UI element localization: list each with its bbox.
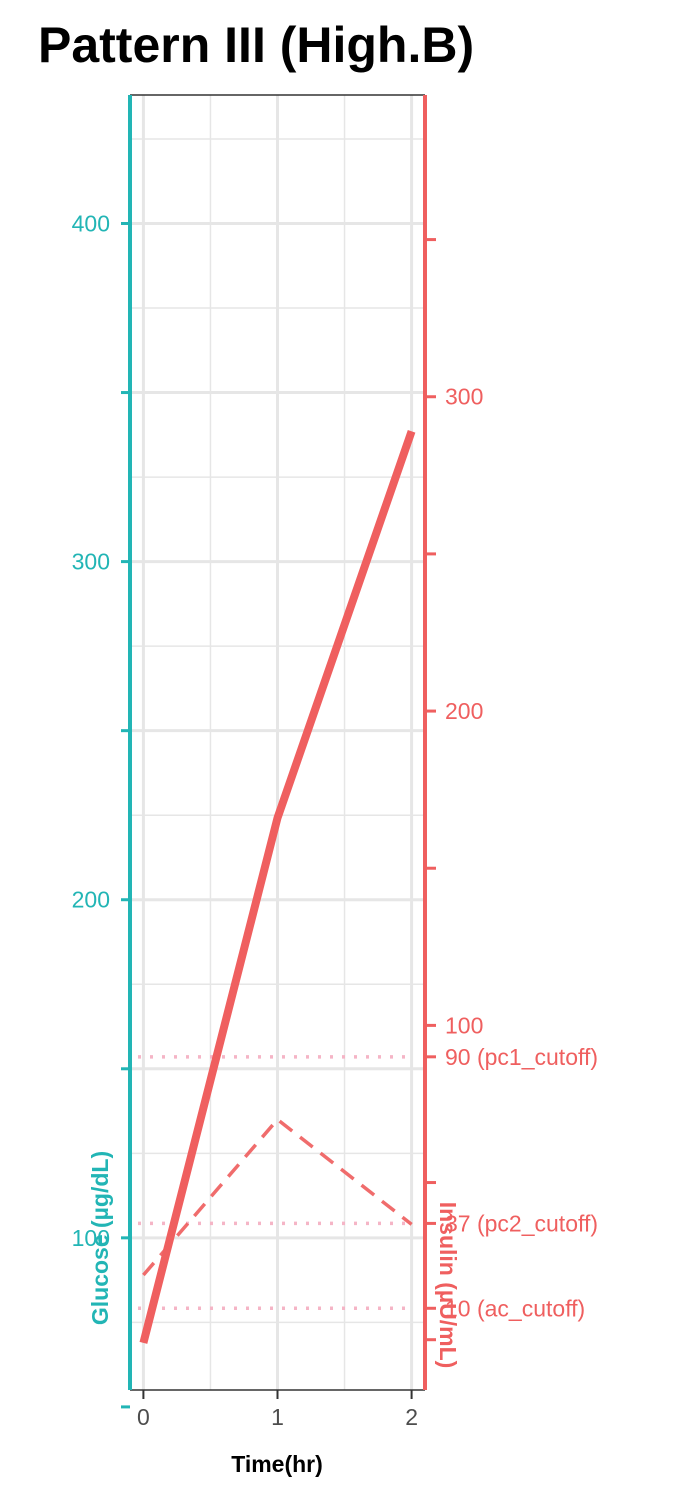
plot-grid	[130, 95, 425, 1390]
insulin-tick-label: 37 (pc2_cutoff)	[445, 1210, 598, 1236]
glucose-tick-label: 100	[72, 1225, 110, 1251]
glucose-line	[142, 1117, 413, 1277]
x-axis-title: Time(hr)	[231, 1451, 323, 1477]
x-tick-label: 1	[271, 1404, 284, 1430]
axes: 100 200 300 400 300 200 100 90 (pc1_cutoff) 37 (…	[72, 94, 598, 1430]
glucose-tick-label: 400	[72, 210, 110, 236]
chart-title: Pattern III (High.B)	[38, 17, 474, 73]
insulin-tick-label: 300	[445, 384, 483, 410]
insulin-tick-label: 90 (pc1_cutoff)	[445, 1044, 598, 1070]
insulin-tick-label: 10 (ac_cutoff)	[445, 1295, 585, 1321]
glucose-axis-title: Glucose (µg/dL)	[87, 1151, 113, 1325]
glucose-tick-label: 200	[72, 887, 110, 913]
insulin-axis-title: Insulin (µU/mL)	[435, 1202, 461, 1369]
glucose-tick-label: 300	[72, 549, 110, 575]
x-tick-label: 2	[405, 1404, 418, 1430]
insulin-tick-label: 200	[445, 698, 483, 724]
series-lines	[139, 430, 416, 1344]
x-tick-label: 0	[137, 1404, 150, 1430]
cutoff-lines	[138, 1055, 413, 1311]
insulin-tick-label: 100	[445, 1012, 483, 1038]
